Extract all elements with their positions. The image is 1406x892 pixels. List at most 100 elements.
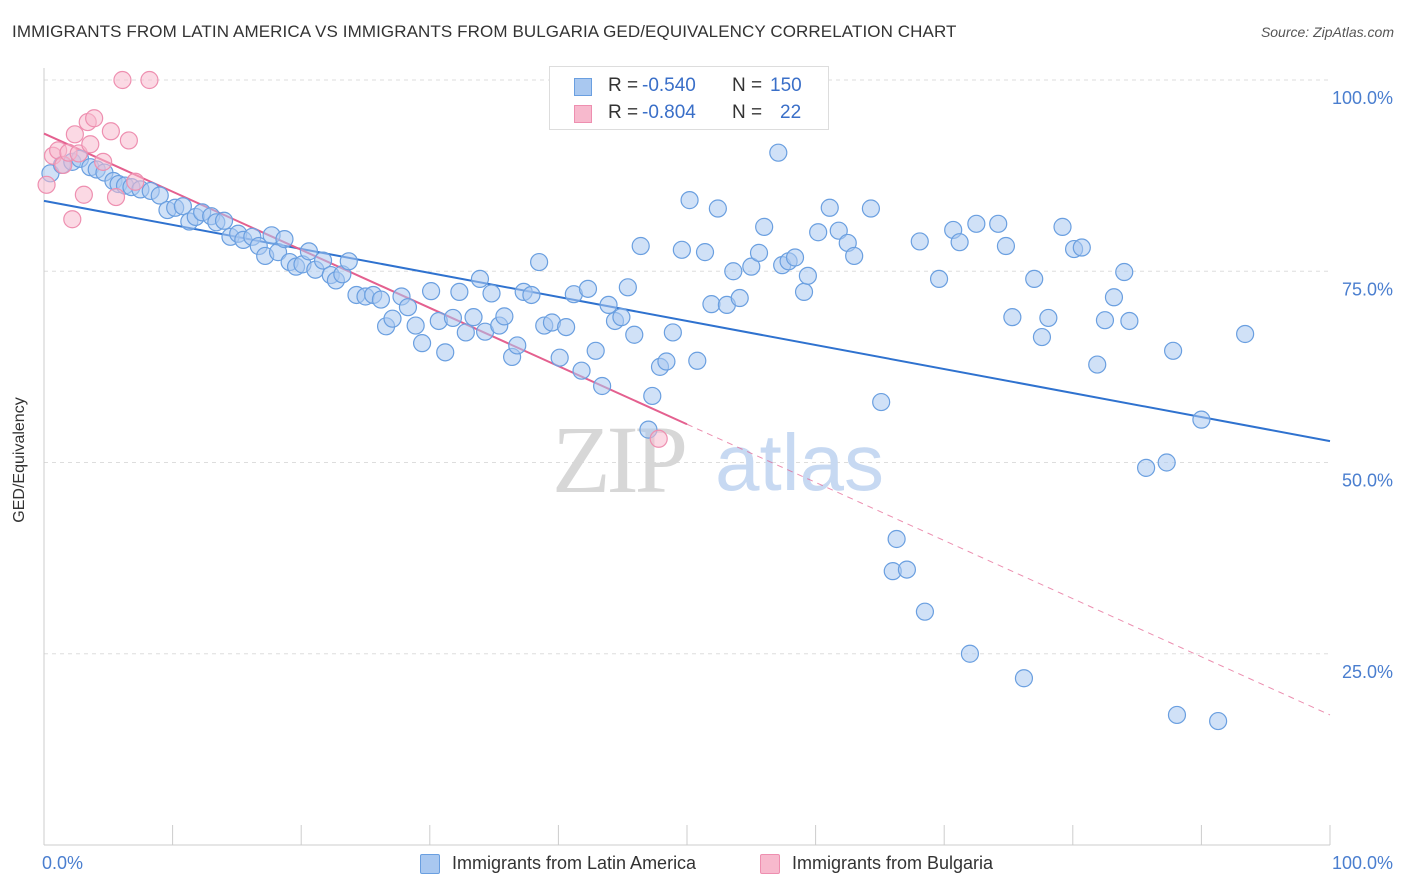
y-tick-label: 75.0% xyxy=(1342,279,1393,299)
pink-swatch xyxy=(574,105,592,123)
latin-america-point xyxy=(275,230,294,249)
watermark-zip: ZIP xyxy=(552,406,685,513)
latin-america-point xyxy=(742,257,761,276)
latin-america-point xyxy=(1157,453,1176,472)
bulgaria-point xyxy=(85,109,104,128)
legend-label: Immigrants from Latin America xyxy=(452,853,697,873)
latin-america-point xyxy=(1120,311,1139,331)
bulgaria-point xyxy=(81,135,100,154)
y-axis-label: GED/Equivalency xyxy=(11,397,28,523)
axes xyxy=(43,68,1331,846)
latin-america-point xyxy=(482,284,501,303)
r-value: -0.804 xyxy=(642,102,696,123)
latin-america-point xyxy=(398,298,418,317)
latin-america-point xyxy=(1014,669,1034,688)
chart-title: IMMIGRANTS FROM LATIN AMERICA VS IMMIGRA… xyxy=(12,22,957,41)
latin-america-point xyxy=(599,295,618,315)
bulgaria-point xyxy=(37,175,56,194)
latin-america-point xyxy=(436,343,455,362)
latin-america-point xyxy=(412,334,432,353)
bulgaria-trend-extension xyxy=(686,423,1331,716)
y-tick-label: 25.0% xyxy=(1342,662,1393,682)
latin-america-point xyxy=(749,243,769,262)
latin-america-point xyxy=(586,341,605,360)
bulgaria-point xyxy=(63,210,82,229)
latin-america-point xyxy=(845,246,864,266)
latin-america-point xyxy=(657,352,676,371)
latin-america-point xyxy=(724,262,743,281)
latin-america-point xyxy=(829,221,848,240)
blue-swatch xyxy=(574,78,592,96)
latin-america-point xyxy=(495,307,514,326)
latin-america-point xyxy=(643,386,662,406)
latin-america-point xyxy=(950,233,969,252)
latin-america-point xyxy=(557,317,576,337)
latin-america-point xyxy=(522,285,541,305)
bulgaria-point xyxy=(140,70,159,90)
latin-america-point xyxy=(809,223,828,242)
latin-america-point xyxy=(299,242,319,261)
n-label: N = xyxy=(732,102,763,123)
latin-america-point xyxy=(1088,355,1107,374)
latin-america-point xyxy=(663,323,682,342)
latin-america-point xyxy=(1039,308,1058,328)
latin-america-point xyxy=(680,191,699,210)
latin-america-point xyxy=(421,282,441,301)
bulgaria-point xyxy=(649,429,668,448)
source-label: Source: ZipAtlas.com xyxy=(1260,24,1394,40)
latin-america-point xyxy=(1025,269,1044,288)
latin-america-point xyxy=(897,560,917,579)
latin-america-point xyxy=(996,236,1016,256)
latin-america-point xyxy=(910,232,929,251)
latin-america-point xyxy=(769,143,788,162)
latin-america-point xyxy=(1053,217,1072,236)
latin-america-point xyxy=(794,282,814,302)
latin-america-point xyxy=(820,198,839,217)
latin-america-point xyxy=(960,644,980,663)
watermark-atlas: atlas xyxy=(715,418,884,507)
r-value: -0.540 xyxy=(642,75,696,96)
y-tick-label: 50.0% xyxy=(1342,471,1393,491)
latin-america-point xyxy=(371,290,391,309)
latin-america-point xyxy=(456,323,475,342)
trend-lines xyxy=(43,132,1331,716)
latin-america-point xyxy=(967,214,986,233)
latin-america-point xyxy=(702,295,721,314)
bulgaria-point xyxy=(119,131,138,150)
latin-america-point xyxy=(915,602,935,621)
latin-america-point xyxy=(730,288,749,308)
gridlines xyxy=(44,79,1330,655)
latin-america-point xyxy=(150,186,169,205)
series-legend: Immigrants from Latin America Immigrants… xyxy=(0,852,1406,878)
latin-america-point xyxy=(612,308,631,327)
latin-america-point xyxy=(406,316,425,335)
y-tick-label: 100.0% xyxy=(1332,88,1393,108)
pink-swatch xyxy=(760,854,780,874)
latin-america-point xyxy=(1095,311,1115,330)
latin-america-point xyxy=(383,309,402,328)
latin-america-point xyxy=(1137,458,1156,477)
latin-america-point xyxy=(785,248,805,267)
stats-legend: R = -0.540 N = 150 R = -0.804 N = 22 xyxy=(549,66,829,130)
bulgaria-point xyxy=(101,122,120,141)
latin-america-point xyxy=(1104,288,1124,307)
latin-america-point xyxy=(861,199,880,218)
latin-america-point xyxy=(313,251,333,270)
bulgaria-point xyxy=(126,172,145,191)
latin-america-point xyxy=(1032,327,1052,347)
latin-america-point xyxy=(618,278,637,297)
tick-labels: 25.0% 50.0% 75.0% 100.0% 0.0% 100.0% xyxy=(42,88,1393,873)
latin-america-point xyxy=(470,269,490,288)
latin-america-point xyxy=(1209,711,1228,731)
n-value: 150 xyxy=(770,75,802,96)
latin-america-point xyxy=(1192,410,1211,429)
latin-america-point xyxy=(695,243,715,262)
latin-america-point xyxy=(929,269,949,288)
bulgaria-point xyxy=(65,125,84,144)
bulgaria-point xyxy=(106,187,126,207)
latin-america-point xyxy=(593,376,612,396)
latin-america-point xyxy=(672,240,691,259)
latin-america-point xyxy=(1164,341,1183,360)
latin-america-point xyxy=(1167,705,1187,725)
